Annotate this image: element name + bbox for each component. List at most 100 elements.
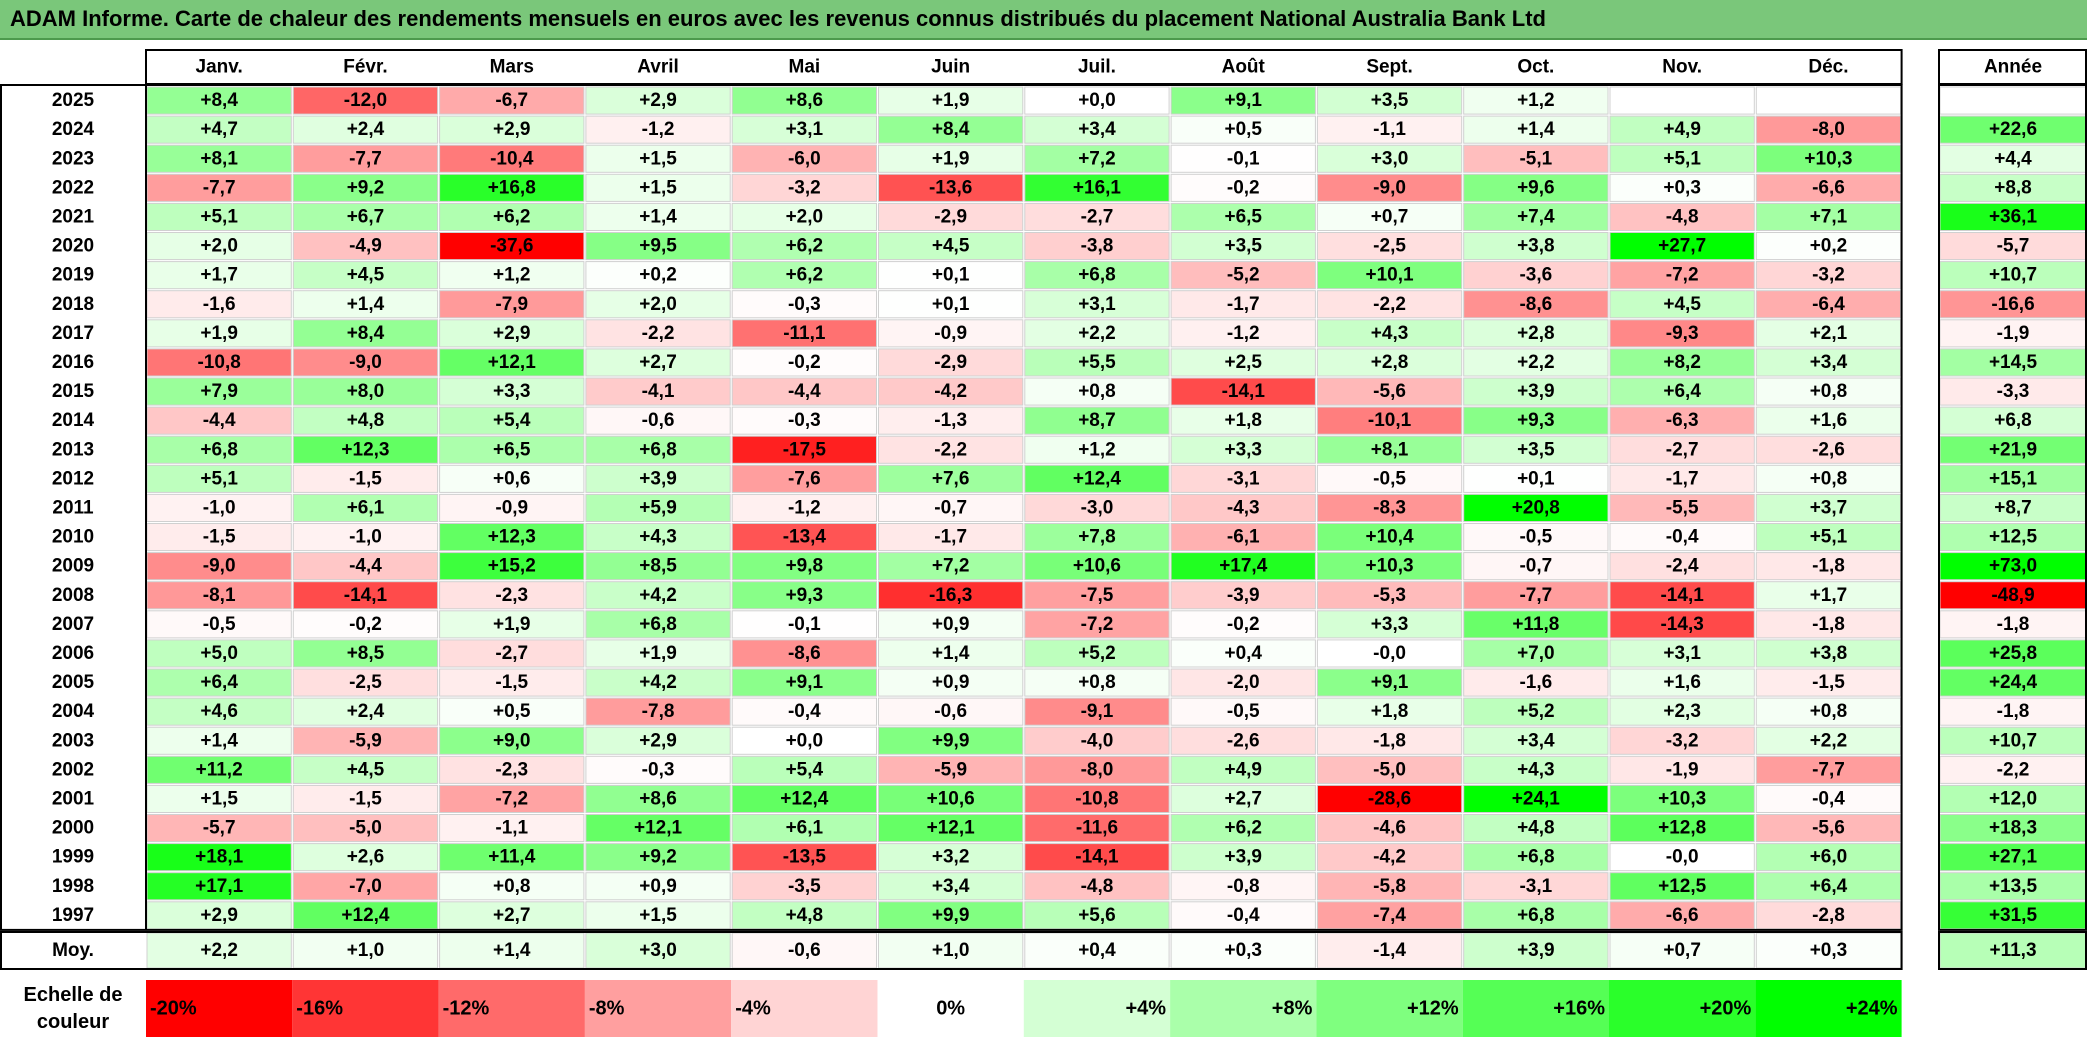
heat-cell: [731, 348, 878, 377]
heat-cell: [585, 697, 731, 726]
heat-cell: [878, 435, 1024, 464]
cell-value: +6,0: [1810, 847, 1848, 868]
cell-value: +5,1: [200, 206, 238, 227]
heat-cell: [1170, 784, 1316, 814]
cell-value: -0,0: [1373, 643, 1406, 664]
average-label: Moy.: [52, 940, 94, 961]
cell-value: +10,4: [1366, 527, 1415, 548]
scale-stop-label: 0%: [936, 998, 965, 1020]
cell-value: +9,9: [932, 905, 970, 926]
cell-value: -11,6: [1076, 818, 1118, 839]
cell-value: -7,7: [349, 148, 382, 169]
row-year-label: 2002: [52, 759, 94, 780]
cell-value: -0,4: [1227, 905, 1260, 926]
cell-value: +1,5: [200, 788, 238, 809]
row-year-label: 2023: [52, 148, 94, 169]
heat-cell: [1755, 843, 1902, 872]
cell-value: +0,1: [932, 265, 970, 286]
cell-value: -1,2: [1227, 323, 1260, 344]
average-value: +1,0: [347, 940, 385, 961]
cell-value: -1,5: [203, 527, 236, 548]
cell-value: +11,2: [196, 759, 243, 780]
heat-cell: [1170, 202, 1316, 231]
average-value: +3,0: [639, 940, 677, 961]
cell-value: +5,1: [200, 468, 238, 489]
cell-value: -5,9: [934, 759, 967, 780]
cell-value: -0,3: [788, 294, 821, 315]
heat-cell: [292, 232, 439, 261]
cell-value: -0,2: [1227, 614, 1260, 635]
heat-cell: [878, 348, 1024, 377]
heat-cell: [878, 697, 1024, 726]
heat-cell: [1463, 319, 1609, 348]
cell-value: +17,4: [1219, 556, 1268, 577]
heat-cell: [878, 493, 1024, 522]
cell-value: +1,6: [1663, 672, 1701, 693]
row-year-label: 2000: [52, 818, 94, 839]
cell-value: +0,8: [1810, 701, 1848, 722]
cell-value: +1,6: [1810, 410, 1848, 431]
heat-cell: [1609, 319, 1755, 348]
heat-cell: [146, 261, 292, 290]
cell-value: +4,7: [200, 119, 238, 140]
heat-cell: [292, 493, 439, 522]
heat-cell: [731, 581, 878, 610]
cell-value: -2,2: [1373, 294, 1406, 315]
heat-cell: [1316, 261, 1463, 290]
heat-cell: [1463, 755, 1609, 784]
heat-cell: [1609, 435, 1755, 464]
heat-cell: [146, 435, 292, 464]
heat-cell: [731, 784, 878, 814]
heat-cell: [1463, 581, 1609, 610]
column-header: Mars: [490, 57, 534, 78]
cell-value: -0,9: [934, 323, 967, 344]
heat-cell: [731, 523, 878, 552]
heat-cell: [292, 552, 439, 581]
heat-cell: [292, 348, 439, 377]
annual-value: +36,1: [1989, 206, 2038, 227]
cell-value: +0,5: [1224, 119, 1262, 140]
cell-value: -1,5: [349, 468, 382, 489]
heat-cell: [292, 173, 439, 202]
scale-stop-label: -4%: [735, 998, 771, 1020]
cell-value: -9,0: [203, 556, 236, 577]
heat-cell: [1316, 232, 1463, 261]
heat-cell: [1024, 552, 1170, 581]
cell-value: +4,3: [1371, 323, 1409, 344]
cell-value: -7,5: [1081, 585, 1114, 606]
header-border: [145, 49, 1903, 85]
heat-cell: [292, 610, 439, 639]
heat-cell: [1024, 115, 1170, 144]
scale-stop-label: -8%: [589, 998, 625, 1020]
cell-value: +6,2: [786, 265, 824, 286]
heat-cell: [1755, 523, 1902, 552]
cell-value: -0,8: [1227, 876, 1260, 897]
column-header: Oct.: [1517, 57, 1554, 78]
average-cell: [439, 932, 585, 969]
heat-cell: [585, 668, 731, 697]
cell-value: -2,7: [1081, 206, 1114, 227]
heat-cell: [731, 435, 878, 464]
average-value: +0,3: [1224, 940, 1262, 961]
heat-cell: [439, 232, 585, 261]
heat-cell: [1170, 901, 1316, 930]
heat-cell: [1024, 290, 1170, 319]
heat-cell: [1609, 232, 1755, 261]
cell-value: -8,0: [1812, 119, 1845, 140]
cell-value: +8,5: [347, 643, 385, 664]
cell-value: -7,7: [1812, 759, 1845, 780]
heat-cell: [146, 348, 292, 377]
cell-value: +10,6: [927, 788, 975, 809]
cell-value: +3,4: [1517, 730, 1555, 751]
heat-cell: [1170, 872, 1316, 901]
average-border: [0, 931, 1903, 970]
heat-cell: [1755, 610, 1902, 639]
heat-cell: [1170, 86, 1316, 115]
heat-cell: [292, 261, 439, 290]
cell-value: +0,9: [932, 614, 970, 635]
cell-value: +3,3: [493, 381, 531, 402]
annual-value: +14,5: [1989, 352, 2038, 373]
cell-value: +2,8: [1517, 323, 1555, 344]
cell-value: -4,8: [1666, 206, 1699, 227]
